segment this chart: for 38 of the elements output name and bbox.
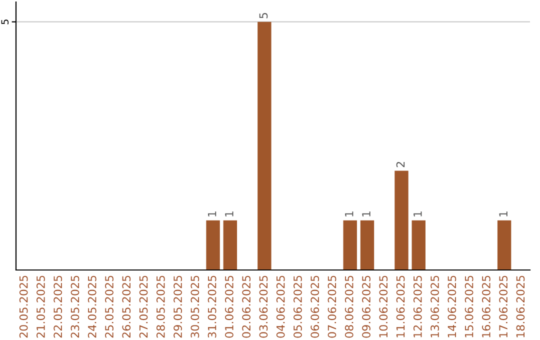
x-tick-label: 31.05.2025 (208, 276, 216, 338)
x-tick-label: 23.05.2025 (70, 276, 80, 338)
x-tick-label: 20.05.2025 (19, 276, 28, 338)
x-tick-label: 28.05.2025 (156, 276, 165, 338)
x-tick-label: 12.06.2025 (413, 276, 422, 338)
x-tick-label: 24.05.2025 (88, 276, 96, 338)
data-label: 1 (225, 212, 234, 216)
x-tick-label: 06.06.2025 (310, 276, 320, 338)
x-tick-label: 01.06.2025 (224, 276, 234, 338)
x-tick-label: 09.06.2025 (362, 276, 370, 338)
x-tick-label: 15.06.2025 (464, 276, 474, 338)
x-tick-label: 21.05.2025 (36, 276, 45, 338)
x-tick-label: 10.06.2025 (379, 276, 388, 338)
x-tick-label: 29.05.2025 (174, 276, 182, 338)
x-tick-label: 18.06.2025 (516, 276, 525, 338)
x-tick-label: 13.06.2025 (430, 276, 439, 338)
x-tick-label: 17.06.2025 (499, 276, 508, 338)
x-tick-label: 26.05.2025 (122, 276, 131, 338)
x-tick-label: 27.05.2025 (139, 276, 148, 338)
data-label: 1 (208, 212, 216, 216)
data-label: 1 (414, 212, 422, 216)
x-tick-label: 05.06.2025 (294, 276, 302, 338)
data-label: 5 (259, 12, 268, 18)
x-tick-label: 22.05.2025 (54, 276, 62, 338)
data-label: 1 (362, 212, 370, 216)
x-tick-label: 02.06.2025 (242, 276, 251, 338)
x-tick-label: 16.06.2025 (482, 276, 490, 338)
x-tick-label: 11.06.2025 (396, 276, 405, 338)
x-tick-label: 30.05.2025 (190, 276, 200, 338)
data-label: 2 (396, 162, 405, 168)
x-tick-label: 25.05.2025 (105, 276, 114, 338)
x-tick-label: 03.06.2025 (259, 276, 268, 338)
data-label: 1 (345, 212, 354, 216)
x-tick-label: 04.06.2025 (276, 276, 285, 338)
data-label: 1 (499, 212, 508, 216)
x-tick-label: 08.06.2025 (344, 276, 354, 338)
x-tick-label: 14.06.2025 (448, 276, 456, 338)
x-tick-label: 07.06.2025 (328, 276, 336, 338)
